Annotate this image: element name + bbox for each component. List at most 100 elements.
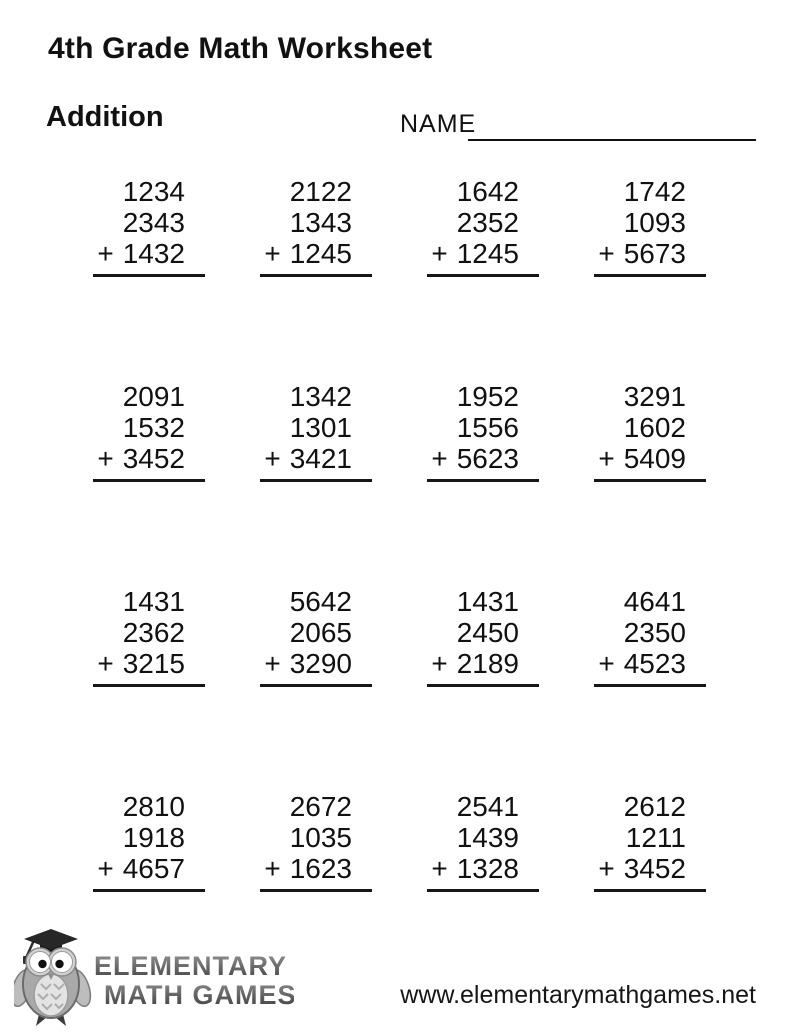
addend-1: 1342 bbox=[289, 381, 352, 412]
addition-problem-7: 1952 1556 + 5623 bbox=[427, 381, 539, 482]
addend-3-row: + 1245 bbox=[260, 238, 352, 269]
plus-operator: + bbox=[431, 648, 448, 679]
addend-3: 1245 bbox=[289, 238, 352, 269]
addend-2: 1532 bbox=[122, 412, 185, 443]
addend-3-row: + 3215 bbox=[93, 648, 185, 679]
addend-3: 3290 bbox=[289, 648, 352, 679]
addition-problem-14: 2672 1035 + 1623 bbox=[260, 791, 372, 892]
addend-3-row: + 1623 bbox=[260, 853, 352, 884]
addition-problem-16: 2612 1211 + 3452 bbox=[594, 791, 706, 892]
plus-operator: + bbox=[264, 443, 281, 474]
addend-2: 1439 bbox=[456, 822, 519, 853]
addition-problem-15: 2541 1439 + 1328 bbox=[427, 791, 539, 892]
addend-3: 4523 bbox=[623, 648, 686, 679]
addend-2: 1918 bbox=[122, 822, 185, 853]
addend-3: 3421 bbox=[289, 443, 352, 474]
addition-problem-10: 5642 2065 + 3290 bbox=[260, 586, 372, 687]
addend-2: 1211 bbox=[625, 822, 686, 853]
addition-problem-5: 2091 1532 + 3452 bbox=[93, 381, 205, 482]
addend-1: 2612 bbox=[623, 791, 686, 822]
addend-1: 1952 bbox=[456, 381, 519, 412]
logo-text-line2: MATH GAMES bbox=[104, 980, 294, 1010]
addend-2: 1602 bbox=[623, 412, 686, 443]
addend-1: 2122 bbox=[289, 176, 352, 207]
website-url: www.elementarymathgames.net bbox=[400, 981, 756, 1009]
problems-grid: 1234 2343 + 1432 2122 1343 + 1245 1642 2… bbox=[93, 176, 706, 892]
addend-2: 1301 bbox=[289, 412, 352, 443]
plus-operator: + bbox=[598, 853, 615, 884]
addend-2: 1343 bbox=[289, 207, 352, 238]
name-blank-line bbox=[468, 108, 756, 141]
plus-operator: + bbox=[264, 648, 281, 679]
addend-3-row: + 3290 bbox=[260, 648, 352, 679]
elementary-math-games-logo: ELEMENTARY MATH GAMES bbox=[14, 929, 294, 1026]
addend-3-row: + 4523 bbox=[594, 648, 686, 679]
addend-3-row: + 2189 bbox=[427, 648, 519, 679]
plus-operator: + bbox=[431, 853, 448, 884]
section-title: Addition bbox=[46, 101, 164, 133]
addition-problem-3: 1642 2352 + 1245 bbox=[427, 176, 539, 277]
addend-1: 2091 bbox=[122, 381, 185, 412]
addend-3-row: + 1432 bbox=[93, 238, 185, 269]
addend-3-row: + 5673 bbox=[594, 238, 686, 269]
addition-problem-12: 4641 2350 + 4523 bbox=[594, 586, 706, 687]
addend-2: 2362 bbox=[122, 617, 185, 648]
plus-operator: + bbox=[97, 853, 114, 884]
addend-3-row: + 3452 bbox=[93, 443, 185, 474]
addend-1: 2810 bbox=[122, 791, 185, 822]
plus-operator: + bbox=[264, 238, 281, 269]
addend-1: 1431 bbox=[456, 586, 519, 617]
addend-3: 3452 bbox=[623, 853, 686, 884]
plus-operator: + bbox=[598, 238, 615, 269]
addend-3-row: + 1328 bbox=[427, 853, 519, 884]
addend-3: 5409 bbox=[623, 443, 686, 474]
plus-operator: + bbox=[97, 443, 114, 474]
addend-2: 2065 bbox=[289, 617, 352, 648]
plus-operator: + bbox=[97, 238, 114, 269]
addend-3: 3215 bbox=[122, 648, 185, 679]
plus-operator: + bbox=[431, 238, 448, 269]
plus-operator: + bbox=[264, 853, 281, 884]
addend-1: 1742 bbox=[623, 176, 686, 207]
addition-problem-4: 1742 1093 + 5673 bbox=[594, 176, 706, 277]
addition-problem-11: 1431 2450 + 2189 bbox=[427, 586, 539, 687]
addend-1: 1431 bbox=[122, 586, 185, 617]
addend-2: 2450 bbox=[456, 617, 519, 648]
addition-problem-6: 1342 1301 + 3421 bbox=[260, 381, 372, 482]
addend-2: 1093 bbox=[623, 207, 686, 238]
addend-2: 2352 bbox=[456, 207, 519, 238]
plus-operator: + bbox=[97, 648, 114, 679]
addend-1: 5642 bbox=[289, 586, 352, 617]
addend-3: 1623 bbox=[289, 853, 352, 884]
plus-operator: + bbox=[598, 648, 615, 679]
addend-3: 3452 bbox=[122, 443, 185, 474]
addend-3: 1328 bbox=[456, 853, 519, 884]
addend-3-row: + 5409 bbox=[594, 443, 686, 474]
addend-3-row: + 3421 bbox=[260, 443, 352, 474]
addend-3: 4657 bbox=[122, 853, 185, 884]
addend-3-row: + 3452 bbox=[594, 853, 686, 884]
addend-2: 1556 bbox=[456, 412, 519, 443]
addend-1: 1234 bbox=[122, 176, 185, 207]
addition-problem-8: 3291 1602 + 5409 bbox=[594, 381, 706, 482]
addend-1: 4641 bbox=[623, 586, 686, 617]
addend-1: 2541 bbox=[456, 791, 519, 822]
addend-3: 5623 bbox=[456, 443, 519, 474]
addition-problem-1: 1234 2343 + 1432 bbox=[93, 176, 205, 277]
addend-3-row: + 5623 bbox=[427, 443, 519, 474]
addend-2: 2343 bbox=[122, 207, 185, 238]
addition-problem-13: 2810 1918 + 4657 bbox=[93, 791, 205, 892]
addend-1: 3291 bbox=[623, 381, 686, 412]
addend-3: 2189 bbox=[456, 648, 519, 679]
addend-3: 1432 bbox=[122, 238, 185, 269]
owl-mascot-icon bbox=[14, 929, 92, 1026]
logo-text-line1: ELEMENTARY bbox=[94, 951, 287, 981]
addition-problem-2: 2122 1343 + 1245 bbox=[260, 176, 372, 277]
addend-3: 1245 bbox=[456, 238, 519, 269]
addend-1: 1642 bbox=[456, 176, 519, 207]
addend-3-row: + 4657 bbox=[93, 853, 185, 884]
name-label: NAME bbox=[400, 110, 477, 138]
addition-problem-9: 1431 2362 + 3215 bbox=[93, 586, 205, 687]
addend-3: 5673 bbox=[623, 238, 686, 269]
addend-3-row: + 1245 bbox=[427, 238, 519, 269]
